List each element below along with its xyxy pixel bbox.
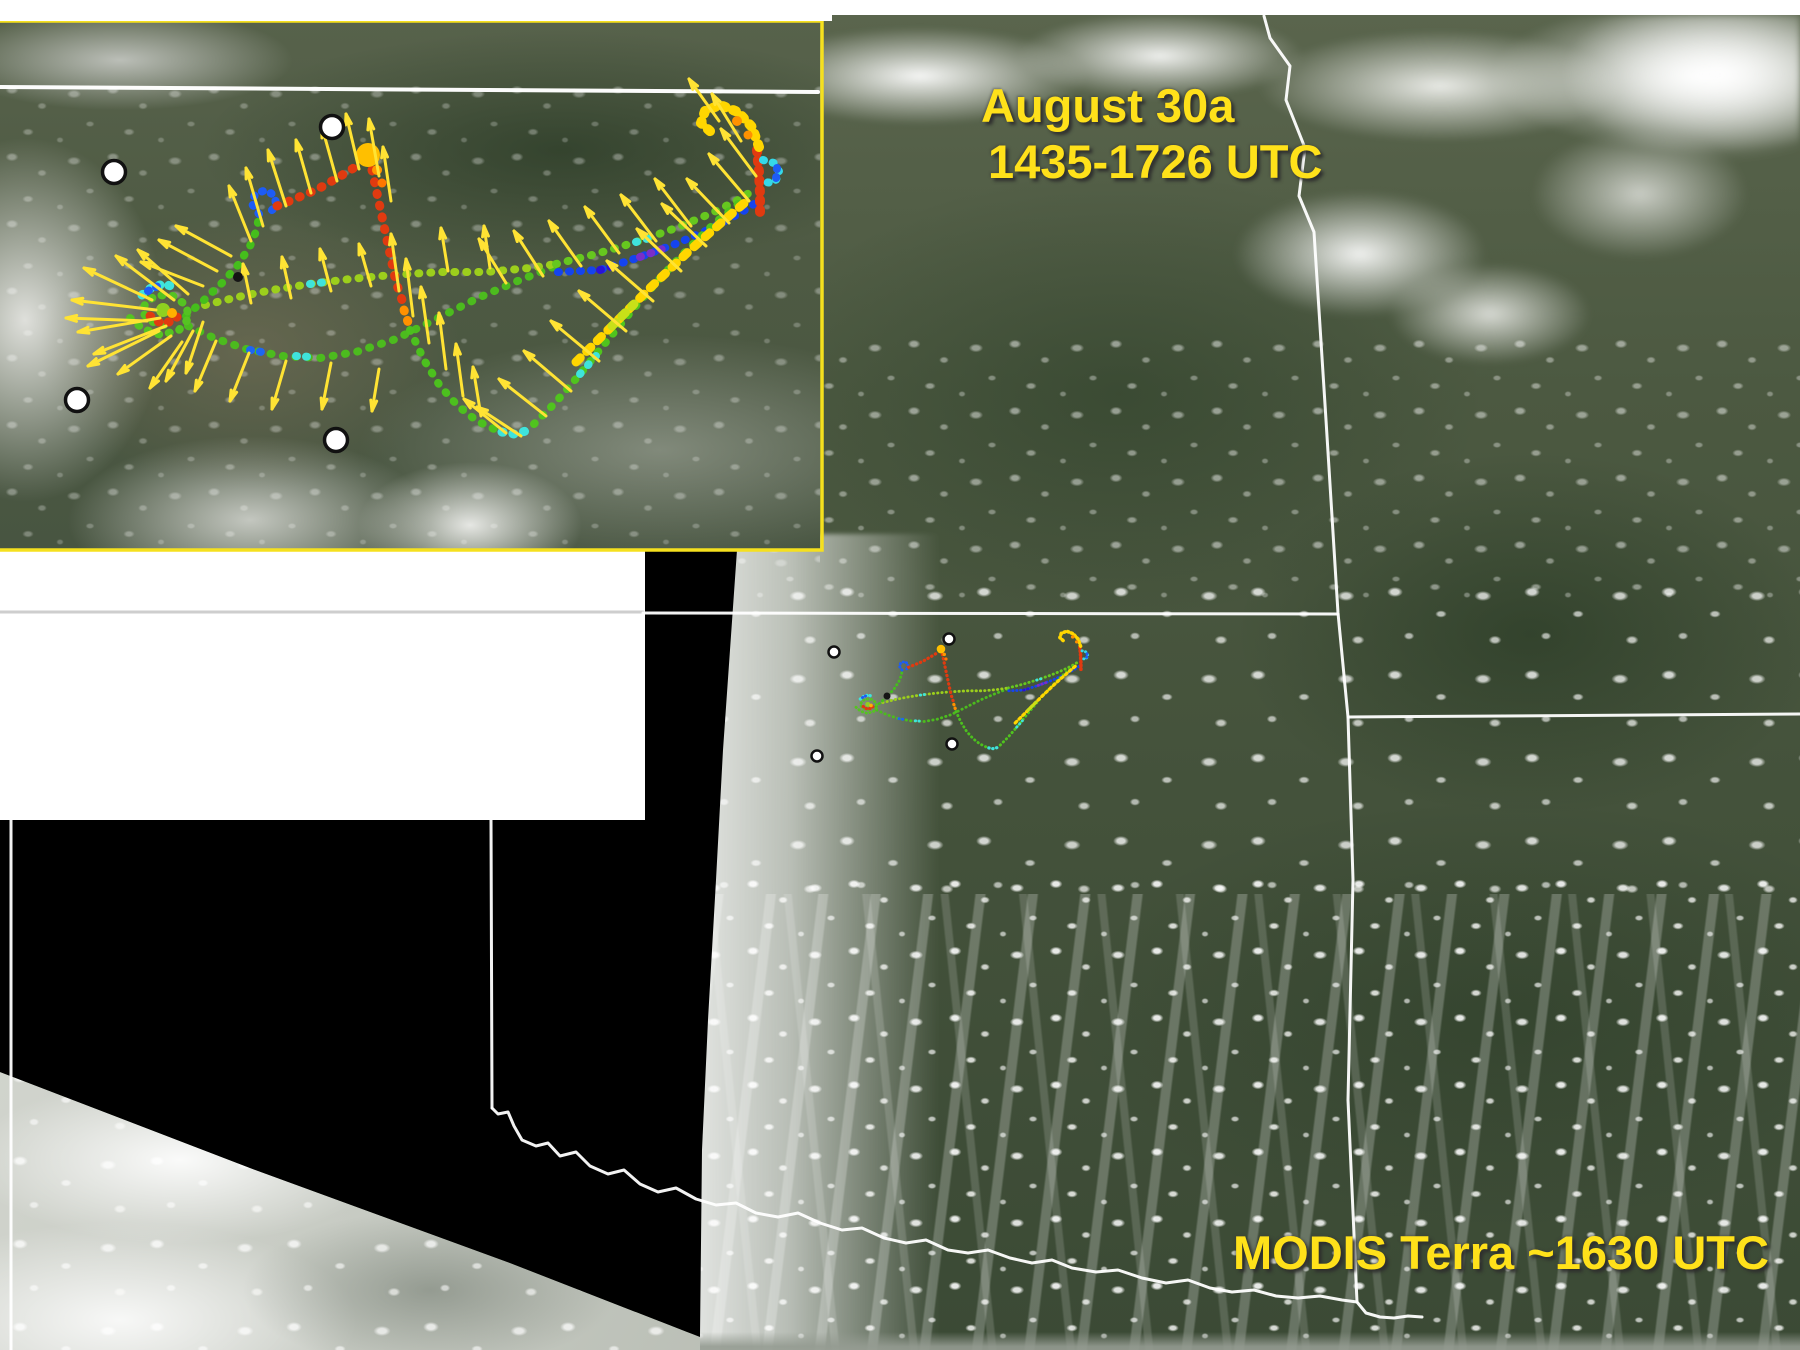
flight-date-label: August 30a	[981, 79, 1235, 132]
flight-time-label: 1435-1726 UTC	[988, 135, 1323, 188]
cloud-band-bottom	[620, 1332, 1800, 1350]
cloud-band-swath-edge	[690, 534, 940, 1350]
satellite-time-label: MODIS Terra ~1630 UTC	[1233, 1226, 1769, 1279]
slide-top-margin	[0, 0, 832, 21]
cloud-popcorn-layer	[0, 80, 820, 570]
inset-satellite-imagery	[0, 20, 820, 570]
cloud-mass-top-right	[1520, 14, 1800, 284]
